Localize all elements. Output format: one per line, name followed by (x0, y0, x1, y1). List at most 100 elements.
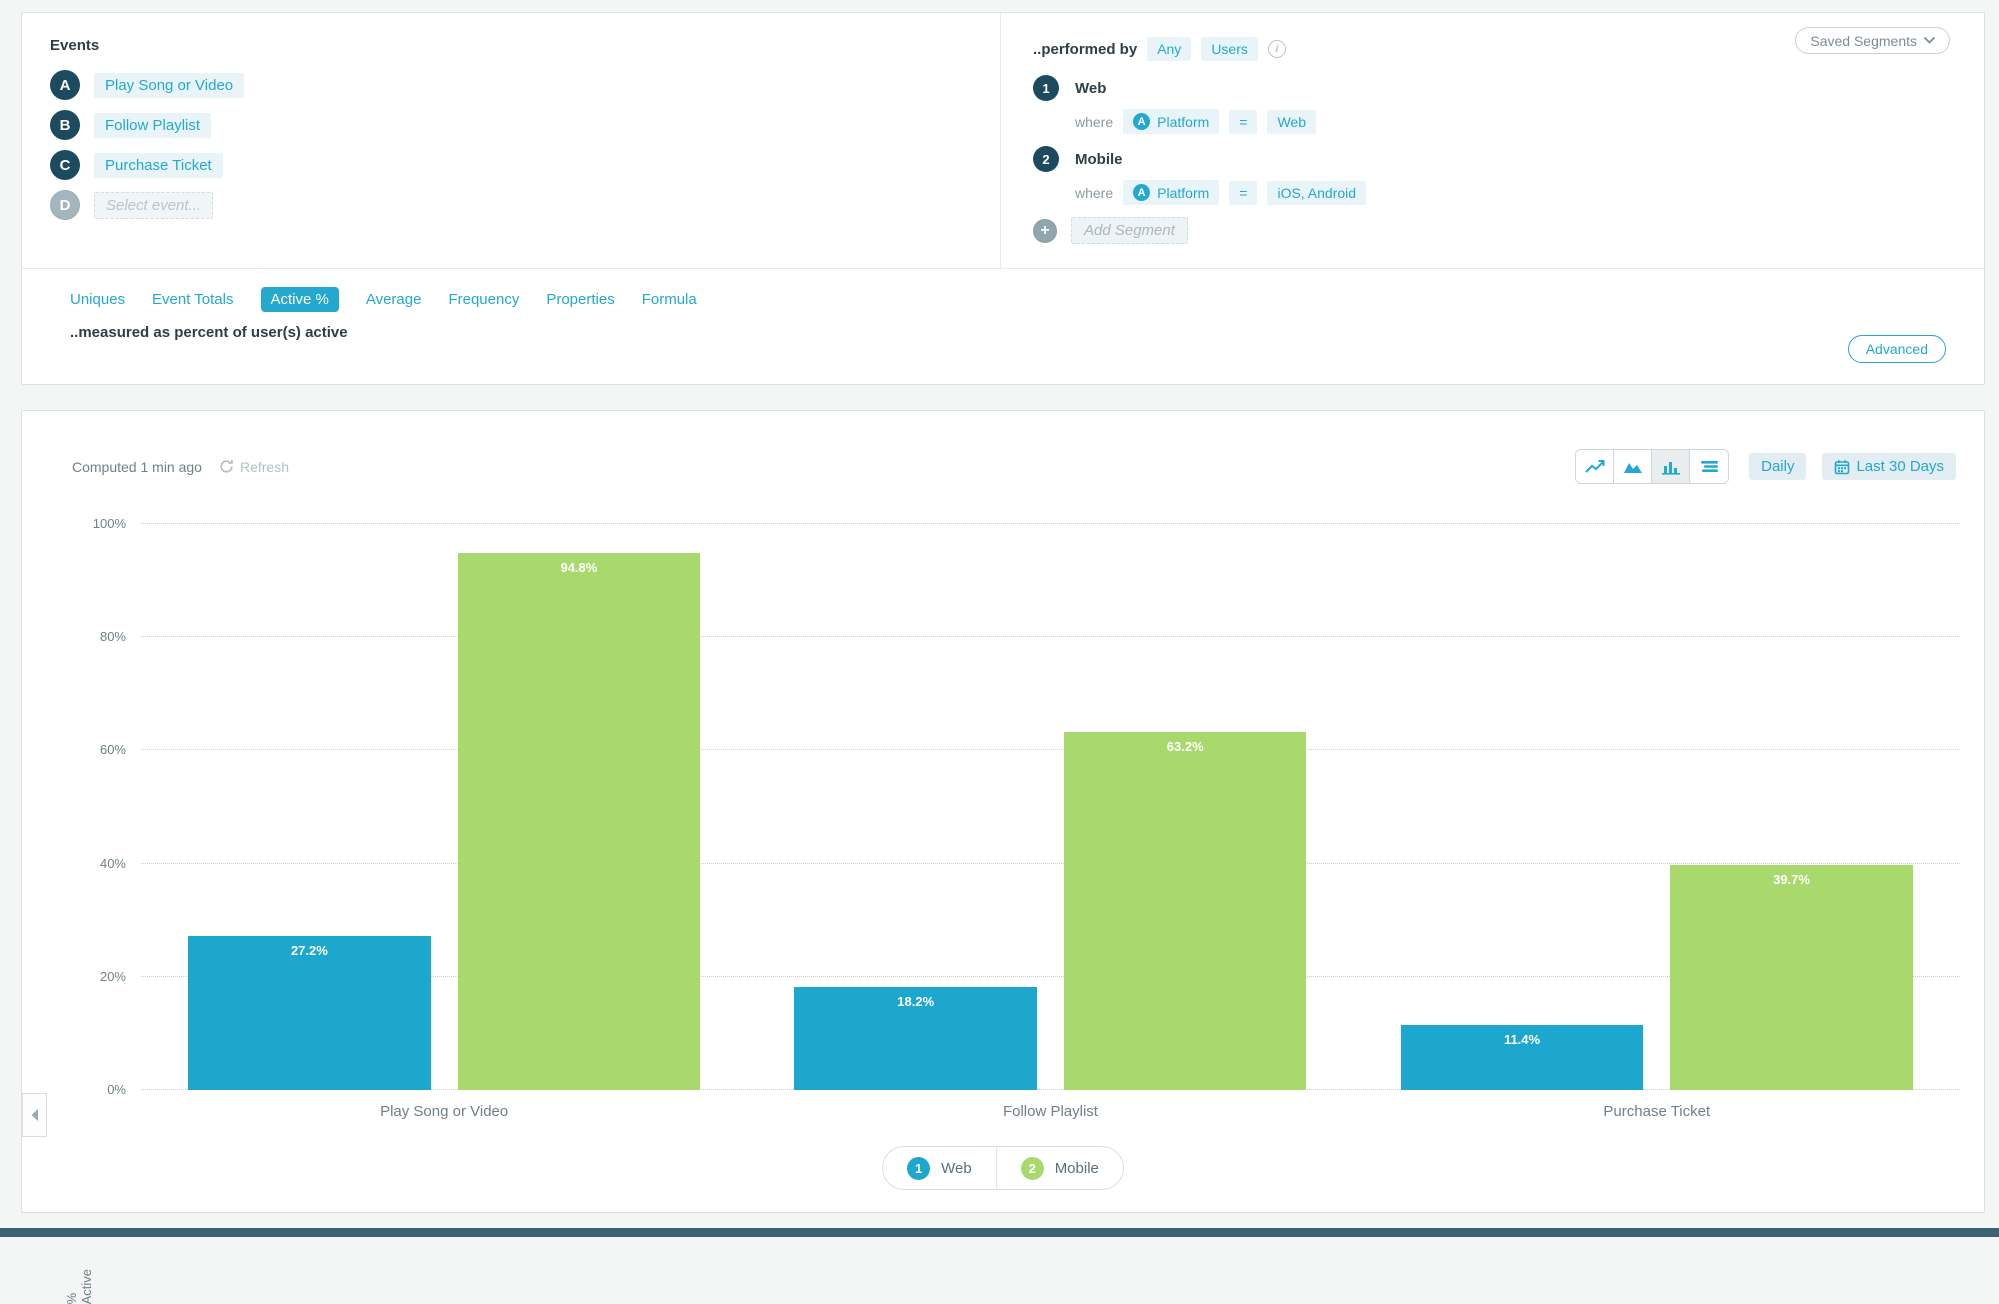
tab-frequency[interactable]: Frequency (448, 291, 520, 308)
property-name: Platform (1157, 184, 1210, 201)
event-letter-badge: D (50, 190, 80, 220)
property-selector[interactable]: A Platform (1123, 109, 1220, 134)
bar-group: 27.2% 94.8% (141, 524, 747, 1090)
chart-type-switcher (1575, 449, 1730, 484)
collapse-panel-button[interactable] (22, 1093, 47, 1137)
y-tick-label: 60% (99, 742, 126, 758)
event-letter-badge: B (50, 110, 80, 140)
segment-number-badge: 1 (1033, 75, 1059, 101)
bar-mobile-1[interactable]: 63.2% (1063, 732, 1307, 1090)
event-letter-badge: C (50, 150, 80, 180)
chart-section: % Active 100% 80% 60% 40% 20% 0% 27.2% 94.8% 18… (22, 516, 1984, 1304)
property-value-selector[interactable]: Web (1267, 109, 1316, 134)
legend-label-web: Web (941, 1159, 972, 1177)
bar-mobile-2[interactable]: 39.7% (1670, 865, 1913, 1090)
computed-timestamp: Computed 1 min ago (72, 458, 202, 475)
y-tick-label: 100% (92, 516, 126, 531)
query-builder-card: Events A Play Song or Video B Follow Pla… (21, 12, 1985, 385)
bottom-accent-strip (0, 1228, 1999, 1237)
refresh-button[interactable]: Refresh (218, 458, 289, 475)
add-segment-button[interactable]: Add Segment (1071, 217, 1188, 244)
chart-header: Computed 1 min ago Refresh (22, 411, 1984, 484)
plot-area: 27.2% 94.8% 18.2% 63.2% 11.4% 39.7% (141, 523, 1960, 1090)
events-panel: Events A Play Song or Video B Follow Pla… (22, 13, 1001, 268)
chevron-down-icon (1924, 37, 1935, 44)
chart-type-bar-chart[interactable] (1652, 450, 1691, 483)
gridline (141, 636, 1960, 638)
chart-type-line-chart[interactable] (1576, 450, 1615, 483)
event-select-placeholder[interactable]: Select event... (94, 191, 214, 219)
bar-web-1[interactable]: 18.2% (794, 987, 1037, 1090)
event-row-d: D Select event... (50, 190, 972, 220)
measure-description: ..measured as percent of user(s) active (70, 324, 348, 341)
chart-legend: 1 Web 2 Mobile (882, 1146, 1124, 1190)
bar-value-label: 39.7% (1773, 872, 1810, 888)
date-range-label: Last 30 Days (1856, 458, 1944, 475)
operator-selector[interactable]: = (1229, 109, 1258, 134)
event-row-a: A Play Song or Video (50, 70, 972, 100)
y-tick-label: 40% (99, 855, 126, 871)
users-selector[interactable]: Users (1201, 37, 1258, 61)
legend-item-web[interactable]: 1 Web (883, 1147, 996, 1189)
tab-uniques[interactable]: Uniques (70, 291, 126, 308)
x-axis-labels: Play Song or Video Follow Playlist Purchas… (141, 1103, 1960, 1120)
segment-number-badge: 2 (1033, 146, 1059, 172)
bar-groups: 27.2% 94.8% 18.2% 63.2% 11.4% 39.7% (141, 524, 1960, 1090)
legend-swatch-web: 1 (907, 1156, 931, 1180)
plus-icon[interactable]: + (1033, 218, 1057, 243)
y-axis-title: % Active (64, 1268, 94, 1304)
any-selector[interactable]: Any (1147, 37, 1192, 61)
bar-value-label: 63.2% (1166, 739, 1204, 755)
bar-chart-icon (1661, 462, 1680, 475)
property-value-selector[interactable]: iOS, Android (1267, 180, 1367, 205)
saved-segments-label: Saved Segments (1810, 32, 1917, 49)
bar-value-label: 18.2% (897, 994, 935, 1009)
chart-card: Computed 1 min ago Refresh (21, 410, 1985, 1304)
bar-value-label: 27.2% (290, 943, 328, 959)
segment-mobile: 2 Mobile where A Platform = iOS, Android (1033, 146, 1952, 205)
y-tick-label: 0% (107, 1082, 126, 1097)
tab-event-totals[interactable]: Event Totals (152, 291, 234, 308)
bar-mobile-0[interactable]: 94.8% (457, 553, 701, 1090)
calendar-icon (1835, 459, 1850, 474)
segment-name[interactable]: Mobile (1075, 150, 1123, 168)
date-range-selector[interactable]: Last 30 Days (1822, 453, 1956, 480)
bar-web-0[interactable]: 27.2% (188, 936, 431, 1090)
performed-by-label: ..performed by (1033, 40, 1138, 58)
chart-type-area-chart[interactable] (1614, 450, 1653, 483)
tab-average[interactable]: Average (365, 291, 422, 308)
property-selector[interactable]: A Platform (1123, 180, 1220, 205)
bar-value-label: 11.4% (1503, 1032, 1541, 1048)
performed-by-row: ..performed by Any Users i (1033, 37, 1952, 61)
tab-active-percent[interactable]: Active % (260, 287, 339, 312)
legend-divider (995, 1147, 997, 1189)
tab-properties[interactable]: Properties (546, 291, 615, 308)
operator-selector[interactable]: = (1229, 180, 1258, 205)
bar-group: 18.2% 63.2% (747, 524, 1353, 1090)
advanced-button[interactable]: Advanced (1847, 335, 1946, 363)
gridline (141, 1089, 1960, 1090)
event-select-follow-playlist[interactable]: Follow Playlist (94, 112, 212, 138)
legend-item-mobile[interactable]: 2 Mobile (997, 1147, 1123, 1189)
refresh-icon (220, 459, 233, 473)
gridline (141, 975, 1960, 977)
segments-panel: ..performed by Any Users i 1 Web where A… (1001, 13, 1984, 268)
area-chart-icon (1623, 463, 1642, 473)
profile-property-icon: A (1133, 113, 1151, 130)
segment-name[interactable]: Web (1075, 79, 1107, 97)
bar-web-2[interactable]: 11.4% (1400, 1025, 1644, 1090)
event-select-play-song-or-video[interactable]: Play Song or Video (94, 72, 245, 98)
chart-type-horizontal-bar-chart[interactable] (1690, 450, 1729, 483)
saved-segments-dropdown[interactable]: Saved Segments (1795, 27, 1950, 54)
x-axis-label: Follow Playlist (1002, 1103, 1098, 1120)
info-icon[interactable]: i (1267, 40, 1286, 58)
y-axis-labels: 100% 80% 60% 40% 20% 0% (22, 516, 141, 1097)
horizontal-bar-chart-icon (1701, 461, 1719, 472)
events-title: Events (50, 37, 100, 54)
event-select-purchase-ticket[interactable]: Purchase Ticket (94, 152, 223, 178)
tab-formula[interactable]: Formula (641, 291, 697, 308)
collapse-left-icon (31, 1109, 38, 1121)
interval-selector[interactable]: Daily (1749, 453, 1807, 480)
segment-web: 1 Web where A Platform = Web (1033, 75, 1952, 134)
x-axis-label: Play Song or Video (380, 1103, 509, 1120)
